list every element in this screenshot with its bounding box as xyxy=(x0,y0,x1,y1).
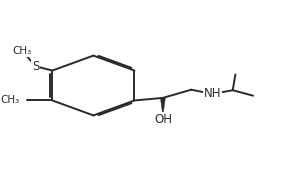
Polygon shape xyxy=(160,98,165,114)
Text: OH: OH xyxy=(154,113,172,126)
Text: CH₃: CH₃ xyxy=(1,95,20,106)
Text: CH₃: CH₃ xyxy=(12,46,32,56)
Text: S: S xyxy=(32,60,39,73)
Text: NH: NH xyxy=(204,87,221,101)
